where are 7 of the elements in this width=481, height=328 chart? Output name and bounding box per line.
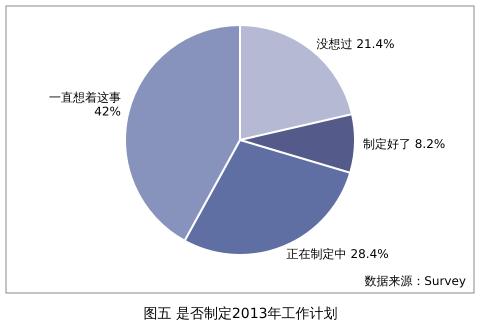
text: 图五 是否制定2013年工作计划 <box>143 306 338 322</box>
slice-label: 制定好了 8.2% <box>362 136 446 151</box>
slice-label: 一直想着这事 <box>48 90 121 104</box>
slice-label: 没想过 21.4% <box>316 36 395 51</box>
slice-label: 正在制定中 28.4% <box>286 246 389 261</box>
data-label: 42% <box>94 104 121 118</box>
source-note: 数据来源：Survey <box>364 274 466 288</box>
